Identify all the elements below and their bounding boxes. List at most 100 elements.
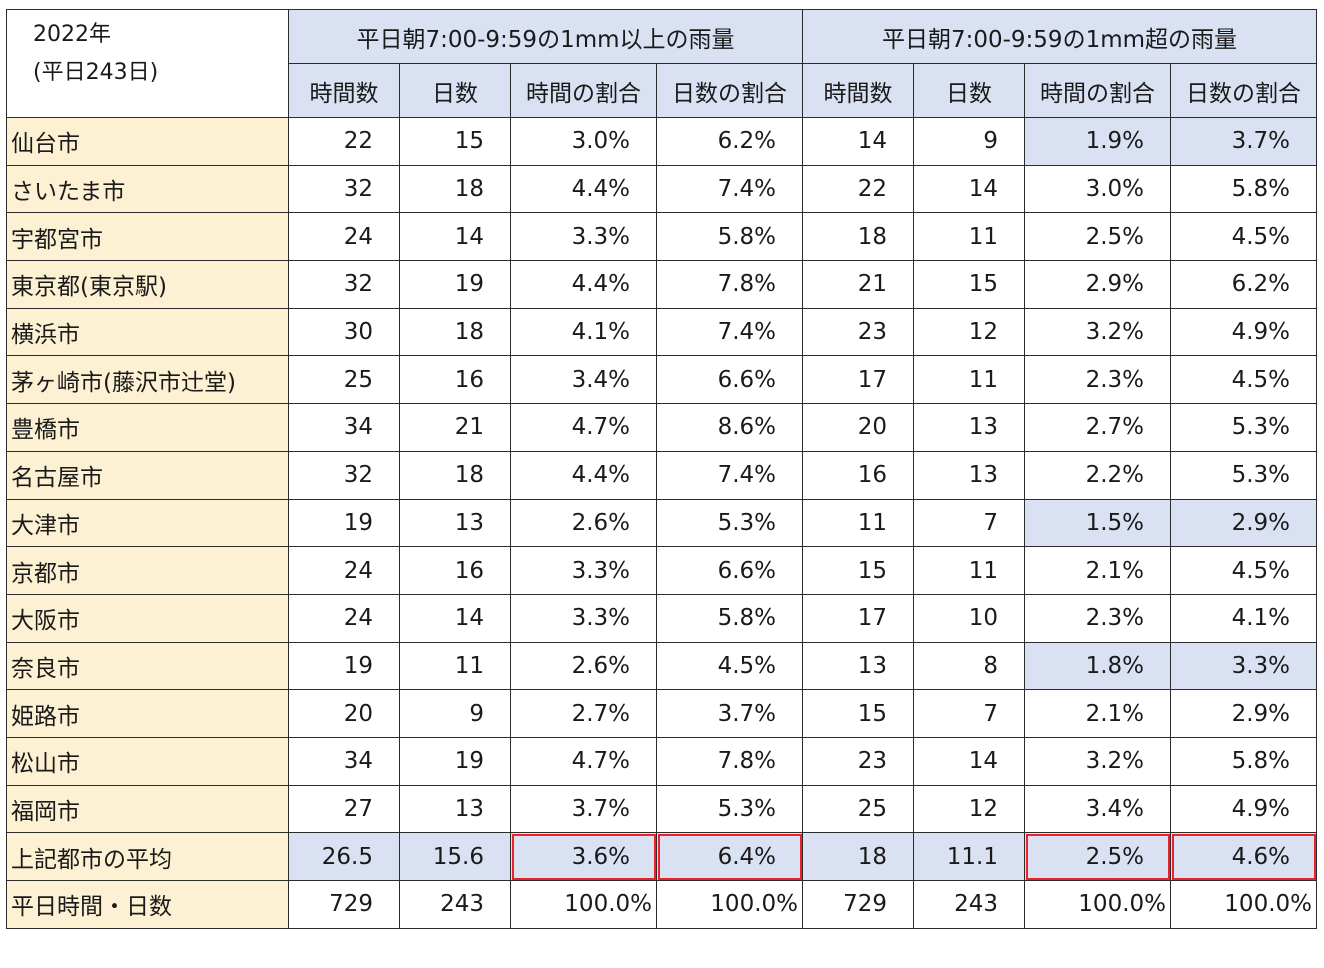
ratio-cell: 2.6% [510,498,657,548]
ratio-cell: 4.6% [1170,832,1317,881]
count-cell: 15 [399,117,511,166]
ratio-cell: 2.9% [1170,498,1317,548]
count-cell: 15 [913,260,1025,309]
count-cell: 15.6 [399,832,511,881]
ratio-cell: 3.6% [510,832,657,881]
table-row: 平日時間・日数 729 243 100.0% 100.0% 729 243 100.0% 100… [6,880,1317,929]
city-name: 仙台市 [6,117,289,166]
ratio-cell: 1.9% [1024,117,1171,166]
ratio-cell: 5.3% [656,784,803,834]
ratio-cell: 7.8% [656,260,803,309]
ratio-cell: 2.1% [1024,689,1171,738]
city-name: さいたま市 [6,164,289,214]
ratio-cell: 6.6% [656,546,803,595]
city-name: 東京都(東京駅) [6,260,289,309]
ratio-cell: 3.2% [1024,307,1171,357]
count-cell: 16 [802,450,914,500]
count-cell: 16 [399,355,511,405]
city-name: 福岡市 [6,784,289,834]
count-cell: 13 [399,498,511,548]
count-cell: 18 [399,164,511,214]
count-cell: 19 [288,641,400,691]
ratio-cell: 6.2% [1170,260,1317,309]
count-cell: 11.1 [913,832,1025,881]
table-row: 名古屋市 32 18 4.4% 7.4% 16 13 2.2% 5.3% [6,450,1317,500]
count-cell: 19 [288,498,400,548]
count-cell: 13 [913,450,1025,500]
count-cell: 18 [802,212,914,262]
city-name: 宇都宮市 [6,212,289,262]
table-row: 茅ヶ崎市(藤沢市辻堂) 25 16 3.4% 6.6% 17 11 2.3% 4.5% [6,355,1317,405]
count-cell: 12 [913,307,1025,357]
count-cell: 26.5 [288,832,400,881]
column-header: 時間の割合 [1024,63,1171,118]
ratio-cell: 5.8% [1170,164,1317,214]
count-cell: 14 [802,117,914,166]
ratio-cell: 7.4% [656,450,803,500]
count-cell: 8 [913,641,1025,691]
count-cell: 32 [288,260,400,309]
table-row: 福岡市 27 13 3.7% 5.3% 25 12 3.4% 4.9% [6,784,1317,834]
count-cell: 729 [802,880,914,929]
count-cell: 34 [288,403,400,452]
table-row: 奈良市 19 11 2.6% 4.5% 13 8 1.8% 3.3% [6,641,1317,691]
ratio-cell: 5.3% [1170,450,1317,500]
count-cell: 15 [802,689,914,738]
ratio-cell: 3.2% [1024,736,1171,786]
city-name: 豊橋市 [6,403,289,452]
count-cell: 14 [913,736,1025,786]
ratio-cell: 2.2% [1024,450,1171,500]
ratio-cell: 100.0% [510,880,657,929]
ratio-cell: 2.5% [1024,832,1171,881]
table-row: さいたま市 32 18 4.4% 7.4% 22 14 3.0% 5.8% [6,164,1317,214]
ratio-cell: 3.3% [510,546,657,595]
ratio-cell: 6.6% [656,355,803,405]
ratio-cell: 3.7% [656,689,803,738]
count-cell: 13 [802,641,914,691]
ratio-cell: 7.8% [656,736,803,786]
table-row: 宇都宮市 24 14 3.3% 5.8% 18 11 2.5% 4.5% [6,212,1317,262]
count-cell: 11 [913,546,1025,595]
city-name: 名古屋市 [6,450,289,500]
count-cell: 24 [288,546,400,595]
table-row: 横浜市 30 18 4.1% 7.4% 23 12 3.2% 4.9% [6,307,1317,357]
ratio-cell: 100.0% [656,880,803,929]
ratio-cell: 3.0% [510,117,657,166]
group-header-1mm-or-more: 平日朝7:00-9:59の1mm以上の雨量 [288,9,803,64]
city-name: 平日時間・日数 [6,880,289,929]
count-cell: 21 [399,403,511,452]
ratio-cell: 3.7% [1170,117,1317,166]
ratio-cell: 100.0% [1024,880,1171,929]
city-name: 松山市 [6,736,289,786]
count-cell: 13 [913,403,1025,452]
ratio-cell: 2.7% [510,689,657,738]
count-cell: 19 [399,736,511,786]
count-cell: 21 [802,260,914,309]
ratio-cell: 4.1% [510,307,657,357]
corner-cell: 2022年 (平日243日) [6,9,289,118]
city-name: 横浜市 [6,307,289,357]
ratio-cell: 100.0% [1170,880,1317,929]
city-name: 京都市 [6,546,289,595]
count-cell: 7 [913,689,1025,738]
ratio-cell: 2.5% [1024,212,1171,262]
table-row: 京都市 24 16 3.3% 6.6% 15 11 2.1% 4.5% [6,546,1317,595]
ratio-cell: 2.1% [1024,546,1171,595]
ratio-cell: 7.4% [656,164,803,214]
city-name: 大津市 [6,498,289,548]
ratio-cell: 3.3% [510,212,657,262]
ratio-cell: 4.4% [510,450,657,500]
ratio-cell: 6.4% [656,832,803,881]
ratio-cell: 2.6% [510,641,657,691]
ratio-cell: 3.3% [1170,641,1317,691]
count-cell: 23 [802,736,914,786]
ratio-cell: 4.9% [1170,307,1317,357]
ratio-cell: 4.5% [1170,212,1317,262]
ratio-cell: 7.4% [656,307,803,357]
ratio-cell: 4.4% [510,260,657,309]
ratio-cell: 3.7% [510,784,657,834]
ratio-cell: 5.8% [656,212,803,262]
ratio-cell: 4.4% [510,164,657,214]
city-name: 大阪市 [6,593,289,643]
count-cell: 23 [802,307,914,357]
